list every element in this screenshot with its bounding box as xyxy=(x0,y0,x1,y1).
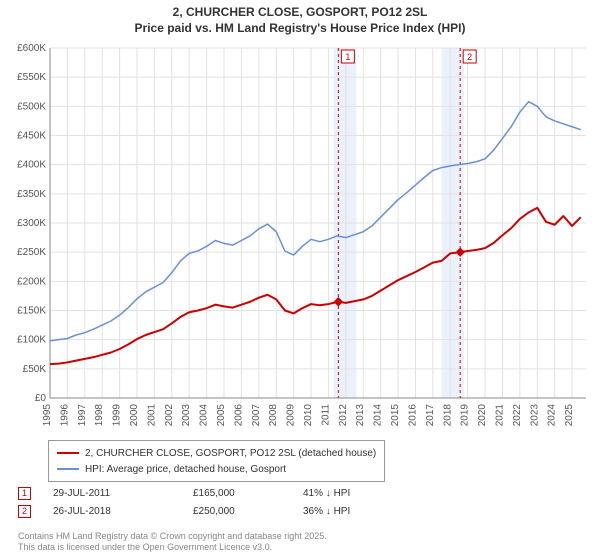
svg-text:2001: 2001 xyxy=(146,404,157,427)
svg-text:2018: 2018 xyxy=(442,404,453,427)
chart-title-block: 2, CHURCHER CLOSE, GOSPORT, PO12 2SL Pri… xyxy=(0,0,600,36)
svg-text:1996: 1996 xyxy=(59,404,70,427)
svg-text:2002: 2002 xyxy=(164,404,175,427)
svg-text:2016: 2016 xyxy=(407,404,418,427)
svg-text:£100K: £100K xyxy=(17,335,46,346)
svg-text:2000: 2000 xyxy=(129,404,140,427)
svg-text:£150K: £150K xyxy=(17,306,46,317)
svg-text:1995: 1995 xyxy=(42,404,53,427)
sale-price: £165,000 xyxy=(193,488,303,499)
svg-text:£450K: £450K xyxy=(17,131,46,142)
svg-text:2019: 2019 xyxy=(460,404,471,427)
svg-text:£350K: £350K xyxy=(17,189,46,200)
svg-text:2022: 2022 xyxy=(512,404,523,427)
sale-marker-box: 1 xyxy=(18,487,31,500)
title-line-2: Price paid vs. HM Land Registry's House … xyxy=(0,20,600,36)
sale-price: £250,000 xyxy=(193,506,303,517)
sale-date: 29-JUL-2011 xyxy=(53,488,193,499)
sales-table: 1 29-JUL-2011 £165,000 41% ↓ HPI 2 26-JU… xyxy=(18,484,403,520)
legend-item: HPI: Average price, detached house, Gosp… xyxy=(57,461,376,477)
sale-diff: 36% ↓ HPI xyxy=(303,506,403,517)
svg-text:2006: 2006 xyxy=(233,404,244,427)
title-line-1: 2, CHURCHER CLOSE, GOSPORT, PO12 2SL xyxy=(0,4,600,20)
legend-item: 2, CHURCHER CLOSE, GOSPORT, PO12 2SL (de… xyxy=(57,445,376,461)
svg-text:2012: 2012 xyxy=(338,404,349,427)
svg-text:2024: 2024 xyxy=(547,404,558,427)
svg-text:£400K: £400K xyxy=(17,160,46,171)
chart-area: £0 £50K £100K £150K £200K £250K £300K £350K £400… xyxy=(4,42,596,432)
svg-text:1997: 1997 xyxy=(77,404,88,427)
svg-text:1: 1 xyxy=(345,52,350,62)
sale-row: 2 26-JUL-2018 £250,000 36% ↓ HPI xyxy=(18,502,403,520)
sale-date: 26-JUL-2018 xyxy=(53,506,193,517)
svg-text:2017: 2017 xyxy=(425,404,436,427)
svg-text:2005: 2005 xyxy=(216,404,227,427)
sale-diff: 41% ↓ HPI xyxy=(303,488,403,499)
svg-text:£500K: £500K xyxy=(17,101,46,112)
legend-label: HPI: Average price, detached house, Gosp… xyxy=(85,464,286,475)
legend-swatch xyxy=(57,468,79,470)
attribution: Contains HM Land Registry data © Crown c… xyxy=(18,531,327,554)
svg-text:2008: 2008 xyxy=(268,404,279,427)
svg-text:1999: 1999 xyxy=(112,404,123,427)
svg-text:2020: 2020 xyxy=(477,404,488,427)
svg-text:2: 2 xyxy=(467,52,472,62)
svg-text:2023: 2023 xyxy=(529,404,540,427)
svg-text:2025: 2025 xyxy=(564,404,575,427)
svg-text:£200K: £200K xyxy=(17,276,46,287)
svg-text:£0: £0 xyxy=(35,393,47,404)
legend-swatch xyxy=(57,452,79,454)
svg-text:2010: 2010 xyxy=(303,404,314,427)
svg-text:£550K: £550K xyxy=(17,72,46,83)
attribution-line: Contains HM Land Registry data © Crown c… xyxy=(18,531,327,543)
svg-text:2004: 2004 xyxy=(199,404,210,427)
svg-text:£600K: £600K xyxy=(17,43,46,54)
svg-text:2009: 2009 xyxy=(286,404,297,427)
legend-label: 2, CHURCHER CLOSE, GOSPORT, PO12 2SL (de… xyxy=(85,448,376,459)
svg-text:2021: 2021 xyxy=(494,404,505,427)
svg-text:2014: 2014 xyxy=(373,404,384,427)
svg-text:2003: 2003 xyxy=(181,404,192,427)
svg-text:2015: 2015 xyxy=(390,404,401,427)
svg-text:£250K: £250K xyxy=(17,247,46,258)
svg-text:£50K: £50K xyxy=(23,364,47,375)
sale-marker-box: 2 xyxy=(18,505,31,518)
svg-text:2013: 2013 xyxy=(355,404,366,427)
svg-text:1998: 1998 xyxy=(94,404,105,427)
attribution-line: This data is licensed under the Open Gov… xyxy=(18,542,327,554)
line-chart-svg: £0 £50K £100K £150K £200K £250K £300K £350K £400… xyxy=(4,42,596,432)
svg-text:2011: 2011 xyxy=(320,404,331,426)
legend: 2, CHURCHER CLOSE, GOSPORT, PO12 2SL (de… xyxy=(48,440,385,482)
sale-row: 1 29-JUL-2011 £165,000 41% ↓ HPI xyxy=(18,484,403,502)
svg-text:2007: 2007 xyxy=(251,404,262,427)
svg-text:£300K: £300K xyxy=(17,218,46,229)
